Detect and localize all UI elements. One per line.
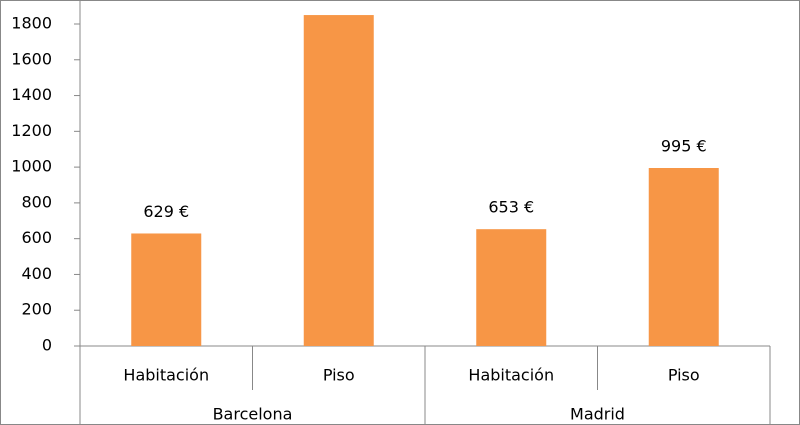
x-tick-label: Habitación	[468, 366, 554, 385]
x-tick-label: Habitación	[123, 366, 209, 385]
x-tick-label: Piso	[323, 366, 355, 385]
group-label: Madrid	[570, 405, 625, 424]
bar	[476, 229, 547, 346]
y-tick-label: 600	[21, 228, 52, 247]
y-tick-label: 200	[21, 300, 52, 319]
bar	[648, 168, 719, 346]
y-tick-label: 800	[21, 192, 52, 211]
value-label: 629 €	[143, 202, 189, 221]
bar	[303, 15, 374, 347]
y-tick-label: 400	[21, 264, 52, 283]
value-label: 995 €	[661, 137, 707, 156]
y-tick-label: 1800	[11, 14, 52, 33]
x-tick-label: Piso	[668, 366, 700, 385]
y-tick-label: 1600	[11, 49, 52, 68]
bar	[131, 233, 202, 346]
group-label: Barcelona	[213, 405, 293, 424]
value-label: 653 €	[488, 198, 534, 217]
y-tick-label: 1000	[11, 157, 52, 176]
y-tick-label: 0	[42, 336, 52, 355]
y-tick-label: 1400	[11, 85, 52, 104]
y-tick-label: 1200	[11, 121, 52, 140]
